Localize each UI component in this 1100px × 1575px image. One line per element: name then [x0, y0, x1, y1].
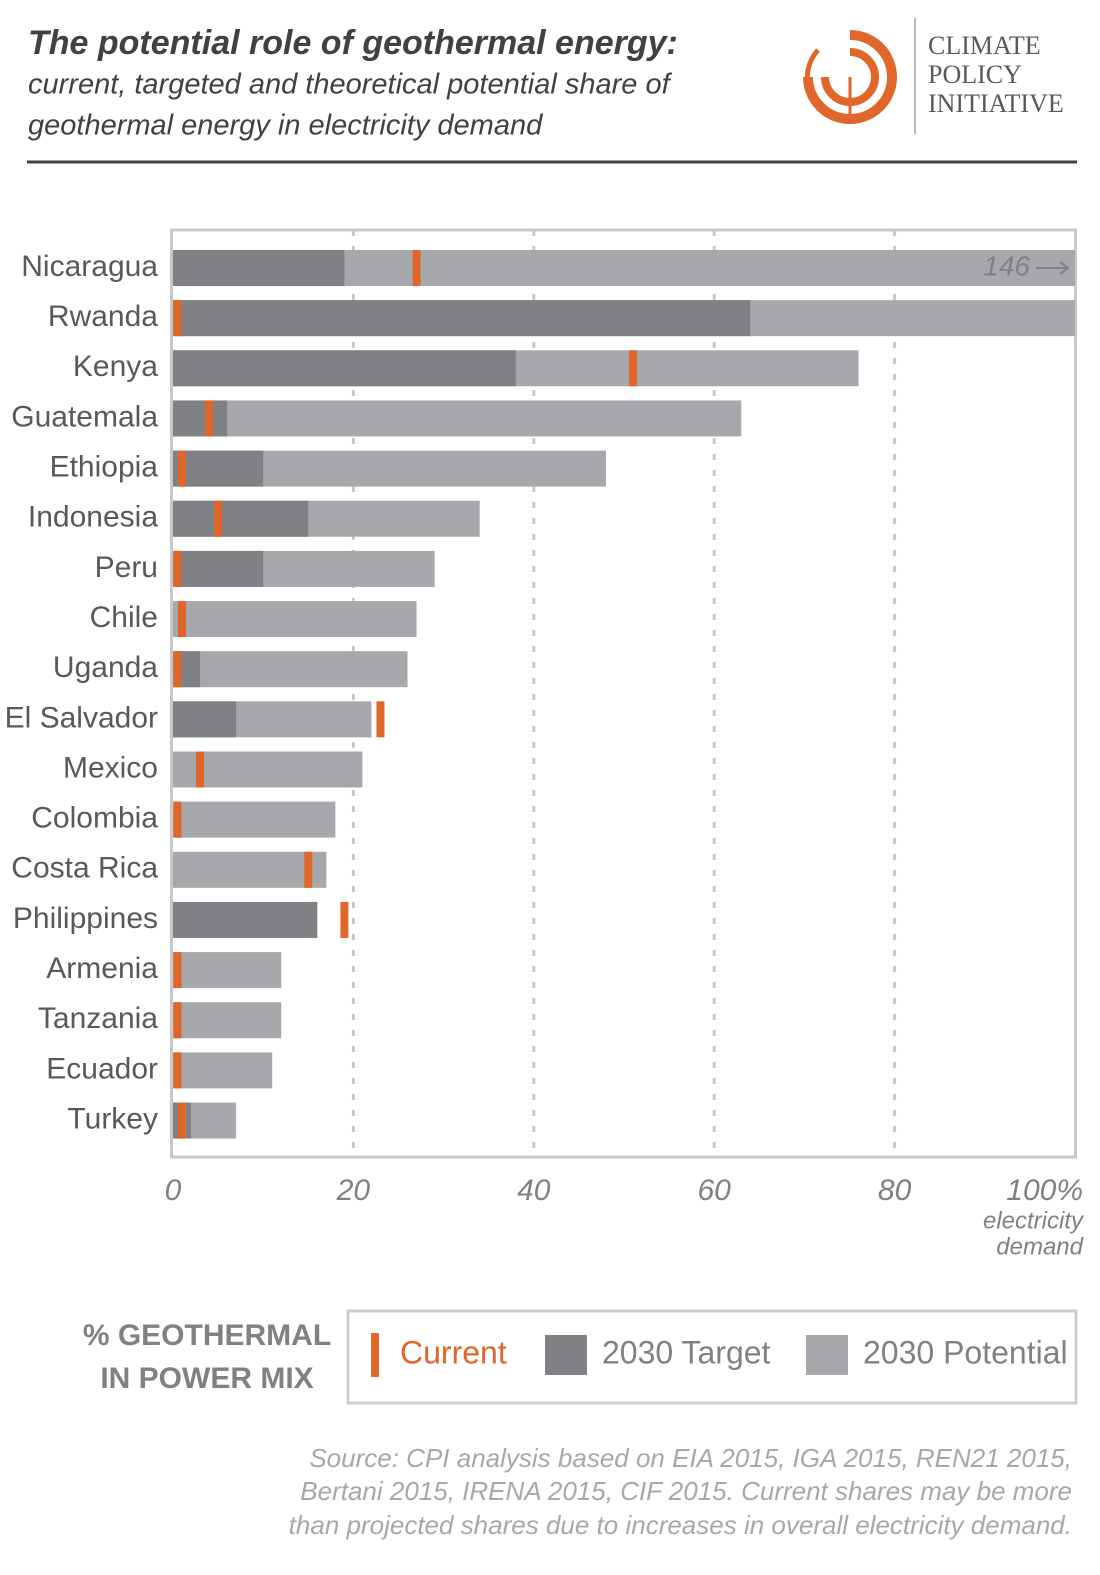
legend-swatch [806, 1335, 848, 1375]
bar [173, 300, 751, 337]
y-tick-label: Indonesia [28, 501, 158, 534]
y-tick-label: Kenya [73, 350, 158, 383]
current-marker [412, 250, 421, 286]
logo-text: INITIATIVE [928, 89, 1064, 118]
bar [173, 701, 237, 738]
bar [173, 1052, 273, 1089]
bar [173, 901, 318, 938]
legend-label: Current [400, 1334, 507, 1370]
current-marker [178, 601, 187, 638]
value-label: 146 [983, 250, 1030, 281]
bar [173, 400, 742, 437]
chart-title: The potential role of geothermal energy: [28, 24, 678, 62]
legend-swatch [545, 1335, 587, 1375]
bar [173, 952, 282, 989]
y-tick-label: Philippines [13, 902, 158, 935]
y-tick-label: Rwanda [48, 300, 158, 333]
legend-title: % GEOTHERMAL [83, 1319, 331, 1352]
legend-title: IN POWER MIX [100, 1362, 313, 1395]
x-axis-label: electricity [983, 1207, 1085, 1234]
current-marker [173, 801, 182, 838]
current-marker [340, 901, 349, 938]
y-tick-label: Costa Rica [11, 852, 158, 885]
x-tick-label: 40 [517, 1174, 551, 1207]
bar [173, 651, 408, 688]
x-axis-label: demand [996, 1233, 1083, 1260]
bar [173, 450, 264, 487]
y-tick-label: Armenia [46, 952, 158, 985]
x-tick-label: 100% [1006, 1174, 1083, 1207]
bar [173, 751, 363, 788]
current-marker [173, 1052, 182, 1089]
current-marker [196, 751, 205, 788]
bar [173, 550, 264, 587]
y-tick-label: El Salvador [5, 701, 158, 734]
current-marker [629, 350, 638, 387]
current-marker [173, 1002, 182, 1039]
current-marker [214, 500, 223, 537]
y-tick-label: Nicaragua [21, 250, 158, 283]
logo-text: CLIMATE [928, 31, 1041, 60]
y-tick-label: Ethiopia [50, 451, 159, 484]
bar [173, 500, 309, 537]
current-marker [173, 952, 182, 989]
y-tick-label: Peru [95, 551, 158, 584]
source: than projected shares due to increases i… [289, 1510, 1072, 1540]
plot-frame [170, 228, 1077, 1159]
subtitle: geothermal energy in electricity demand [28, 110, 543, 142]
logo-mark [803, 30, 897, 124]
plot [173, 250, 1075, 1139]
current-marker [178, 1102, 187, 1139]
x-tick-label: 80 [878, 1174, 912, 1207]
current-marker [376, 701, 385, 738]
legend-label: 2030 Target [602, 1334, 771, 1370]
bar [173, 801, 336, 838]
y-tick-label: Uganda [53, 651, 158, 684]
bar [173, 350, 516, 387]
y-tick-label: Ecuador [46, 1052, 158, 1085]
y-tick-label: Colombia [31, 802, 158, 835]
y-tick-label: Turkey [67, 1102, 158, 1135]
legend-label: 2030 Potential [863, 1334, 1068, 1370]
subtitle: current, targeted and theoretical potent… [28, 69, 673, 101]
current-marker [205, 400, 214, 437]
current-marker [173, 550, 182, 587]
legend-box [346, 1309, 1078, 1405]
bar [173, 601, 417, 638]
y-tick-label: Guatemala [11, 400, 158, 433]
legend-swatch [371, 1333, 379, 1377]
source: Source: CPI analysis based on EIA 2015, … [309, 1443, 1072, 1473]
overflow-arrow [1036, 261, 1070, 275]
y-tick-label: Tanzania [38, 1002, 158, 1035]
x-tick-label: 0 [165, 1174, 182, 1207]
source: Bertani 2015, IRENA 2015, CIF 2015. Curr… [300, 1476, 1072, 1506]
current-marker [304, 851, 313, 888]
x-tick-label: 20 [336, 1174, 371, 1207]
logo-text: POLICY [928, 60, 1022, 89]
current-marker [173, 300, 182, 337]
bar [173, 400, 228, 437]
bar [173, 250, 345, 286]
y-tick-label: Chile [90, 601, 158, 634]
x-tick-label: 60 [698, 1174, 732, 1207]
bar [173, 851, 327, 888]
current-marker [173, 651, 182, 688]
current-marker [178, 450, 187, 487]
y-tick-label: Mexico [63, 751, 158, 784]
bar [173, 1002, 282, 1039]
